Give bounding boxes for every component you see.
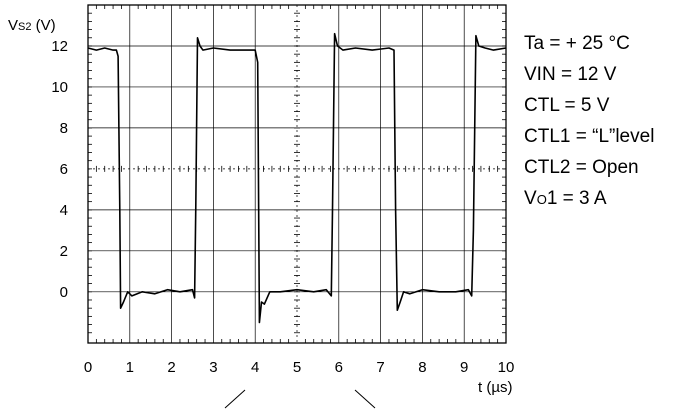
y-tick-label: 4 xyxy=(60,202,68,219)
x-tick-label: 3 xyxy=(209,359,217,376)
x-tick-label: 2 xyxy=(167,359,175,376)
waveform-series-line xyxy=(87,32,507,324)
condition-ta: Ta = + 25 °C xyxy=(524,33,630,54)
y-tick-label: 0 xyxy=(60,284,68,301)
x-tick-label: 6 xyxy=(335,359,343,376)
y-axis-title: VS2 (V) xyxy=(8,17,56,34)
condition-vo1: VO1 = 3 A xyxy=(524,188,607,209)
x-tick-label: 9 xyxy=(460,359,468,376)
decorative-marks xyxy=(224,389,376,409)
y-tick-label: 8 xyxy=(60,120,68,137)
y-tick-label: 6 xyxy=(60,161,68,178)
x-tick-label: 1 xyxy=(126,359,134,376)
y-axis-title-sub: S2 xyxy=(18,21,31,33)
y-axis-title-main: V xyxy=(8,17,18,34)
y-tick-label: 2 xyxy=(60,243,68,260)
condition-vo1-rest: 1 = 3 A xyxy=(547,188,607,209)
decorative-slash-right xyxy=(354,389,376,409)
decorative-slash-left xyxy=(224,389,246,409)
condition-ctl: CTL = 5 V xyxy=(524,95,610,116)
x-tick-label: 0 xyxy=(84,359,92,376)
plot-frame xyxy=(87,4,507,344)
minor-ticks xyxy=(88,5,506,343)
x-tick-label: 8 xyxy=(418,359,426,376)
condition-vo1-main: V xyxy=(524,188,537,209)
y-tick-label: 10 xyxy=(51,79,68,96)
condition-vin: VIN = 12 V xyxy=(524,64,617,85)
x-axis-title: t (µs) xyxy=(478,379,512,396)
condition-vo1-sub: O xyxy=(537,192,547,207)
conditions-block: Ta = + 25 °C VIN = 12 V CTL = 5 V CTL1 =… xyxy=(524,33,654,209)
condition-ctl2: CTL2 = Open xyxy=(524,157,639,178)
condition-ctl1: CTL1 = “L”level xyxy=(524,126,654,147)
y-tick-labels: 12 10 8 6 4 2 0 xyxy=(51,38,68,301)
x-tick-label: 4 xyxy=(251,359,259,376)
x-tick-label: 10 xyxy=(498,359,515,376)
x-tick-labels: 0 1 2 3 4 5 6 7 8 9 10 xyxy=(84,359,515,376)
x-tick-label: 7 xyxy=(376,359,384,376)
y-axis-title-unit: (V) xyxy=(31,17,55,34)
y-tick-label: 12 xyxy=(51,38,68,55)
x-tick-label: 5 xyxy=(293,359,301,376)
